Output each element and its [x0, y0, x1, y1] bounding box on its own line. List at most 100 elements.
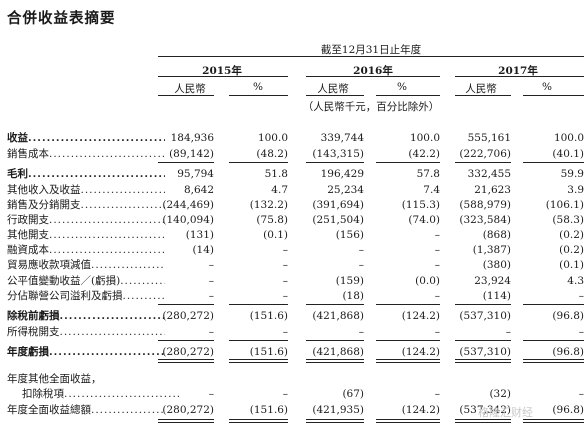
- table-cell: 25,234: [327, 184, 364, 196]
- table-cell: (380): [482, 259, 511, 271]
- table-cell: –: [434, 259, 440, 271]
- subtotal-rule: [376, 340, 440, 341]
- table-cell: (537,310): [459, 310, 511, 322]
- table-cell: 100.0: [409, 132, 440, 144]
- table-row: 分佔聯營公司溢利及虧損.............................…: [0, 290, 587, 302]
- table-row: 收益.............................. 184,936 1…: [0, 132, 587, 144]
- row-label-text: 貿易應收款項減值: [7, 259, 91, 271]
- col-rmb-2016: 人民幣: [317, 83, 349, 95]
- row-label-text: 分佔聯營公司溢利及虧損: [7, 290, 123, 302]
- table-cell: 4.7: [271, 184, 288, 196]
- table-cell: (89,142): [169, 148, 214, 160]
- subtotal-rule: [455, 340, 511, 341]
- table-cell: (280,272): [162, 346, 214, 358]
- col-rule: [229, 95, 288, 96]
- table-cell: (0.2): [559, 229, 584, 241]
- table-cell: 57.8: [416, 168, 440, 180]
- table-cell: (1,387): [472, 244, 511, 256]
- table-cell: –: [282, 275, 288, 287]
- watermark: 格隆汇财经: [478, 406, 533, 419]
- leader-dots: ..............................: [59, 326, 166, 338]
- table-cell: –: [434, 388, 440, 400]
- table-row: 扣除稅項.............................. – – (67)…: [0, 388, 587, 400]
- table-cell: 7.4: [423, 184, 440, 196]
- period-header: 截至12月31日止年度: [320, 44, 422, 56]
- leader-dots: ..............................: [80, 184, 166, 196]
- subtotal-rule: [376, 304, 440, 305]
- table-cell: (40.1): [552, 148, 584, 160]
- table-cell: –: [434, 290, 440, 302]
- table-cell: (159): [335, 275, 364, 287]
- leader-dots: ..............................: [120, 275, 165, 287]
- table-cell: 95,794: [177, 168, 214, 180]
- row-label: 收益..............................: [7, 132, 165, 144]
- total-double-rule: [158, 419, 214, 423]
- leader-dots: ..............................: [49, 229, 165, 241]
- table-cell: –: [358, 244, 364, 256]
- row-label: 行政開支..............................: [7, 214, 165, 226]
- col-rmb-2015: 人民幣: [174, 83, 206, 95]
- year-rule-2017: [455, 76, 584, 77]
- row-label: 貿易應收款項減值..............................: [7, 259, 165, 271]
- leader-dots: ..............................: [49, 244, 165, 256]
- total-double-rule: [306, 419, 364, 423]
- table-cell: (124.2): [401, 404, 440, 416]
- table-cell: –: [434, 244, 440, 256]
- table-cell: (124.2): [401, 310, 440, 322]
- table-cell: (32): [489, 388, 511, 400]
- table-cell: –: [282, 326, 288, 338]
- table-row: 融資成本.............................. (14) – –…: [0, 244, 587, 256]
- table-cell: (115.3): [401, 199, 440, 211]
- row-label-text: 其他開支: [7, 229, 49, 241]
- table-cell: –: [208, 290, 214, 302]
- row-label-text: 年度全面收益總額: [7, 404, 91, 416]
- table-cell: (96.8): [552, 404, 584, 416]
- table-row: 年度虧損..............................(280,2…: [0, 346, 587, 358]
- row-label: 扣除稅項..............................: [22, 388, 180, 400]
- year-rule-2016: [306, 76, 440, 77]
- leader-dots: ..............................: [91, 404, 165, 416]
- table-cell: 59.9: [560, 168, 584, 180]
- unit-note: （人民幣千元，百分比除外）: [302, 101, 440, 113]
- table-cell: 332,455: [467, 168, 511, 180]
- table-cell: (156): [335, 229, 364, 241]
- subtotal-rule: [158, 340, 214, 341]
- table-cell: (537,342): [459, 404, 511, 416]
- row-label: 年度其他全面收益，: [7, 373, 165, 385]
- year-header-2016: 2016年: [353, 65, 393, 77]
- subtotal-rule: [158, 162, 214, 163]
- row-label-text: 融資成本: [7, 244, 49, 256]
- row-label: 所得稅開支..............................: [7, 326, 165, 338]
- col-rule: [523, 95, 584, 96]
- table-cell: 100.0: [553, 132, 584, 144]
- table-cell: –: [282, 259, 288, 271]
- table-cell: –: [358, 326, 364, 338]
- table-cell: 196,429: [320, 168, 364, 180]
- table-cell: (58.3): [552, 214, 584, 226]
- total-double-rule: [455, 419, 511, 423]
- table-cell: (124.2): [401, 346, 440, 358]
- table-cell: (106.1): [545, 199, 584, 211]
- total-double-rule: [306, 359, 364, 363]
- row-label-text: 行政開支: [7, 214, 49, 226]
- table-cell: –: [434, 326, 440, 338]
- table-cell: 3.9: [567, 184, 584, 196]
- total-double-rule: [229, 419, 288, 423]
- total-double-rule: [523, 419, 584, 423]
- leader-dots: ..............................: [59, 310, 166, 322]
- table-row: 公平值變動收益／(虧損)............................…: [0, 275, 587, 287]
- table-cell: (391,694): [312, 199, 364, 211]
- table-cell: (131): [185, 229, 214, 241]
- row-label: 銷售成本..............................: [7, 148, 165, 160]
- row-label: 年度全面收益總額..............................: [7, 404, 165, 416]
- table-cell: (67): [342, 388, 364, 400]
- col-rule: [455, 95, 511, 96]
- table-cell: (75.8): [256, 214, 288, 226]
- table-cell: 8,642: [183, 184, 214, 196]
- table-cell: (151.6): [249, 346, 288, 358]
- table-cell: 339,744: [320, 132, 364, 144]
- table-row: 銷售成本.............................. (89,14…: [0, 148, 587, 160]
- row-label-text: 年度其他全面收益，: [7, 373, 102, 385]
- row-label: 融資成本..............................: [7, 244, 165, 256]
- year-rule-2015: [158, 76, 288, 77]
